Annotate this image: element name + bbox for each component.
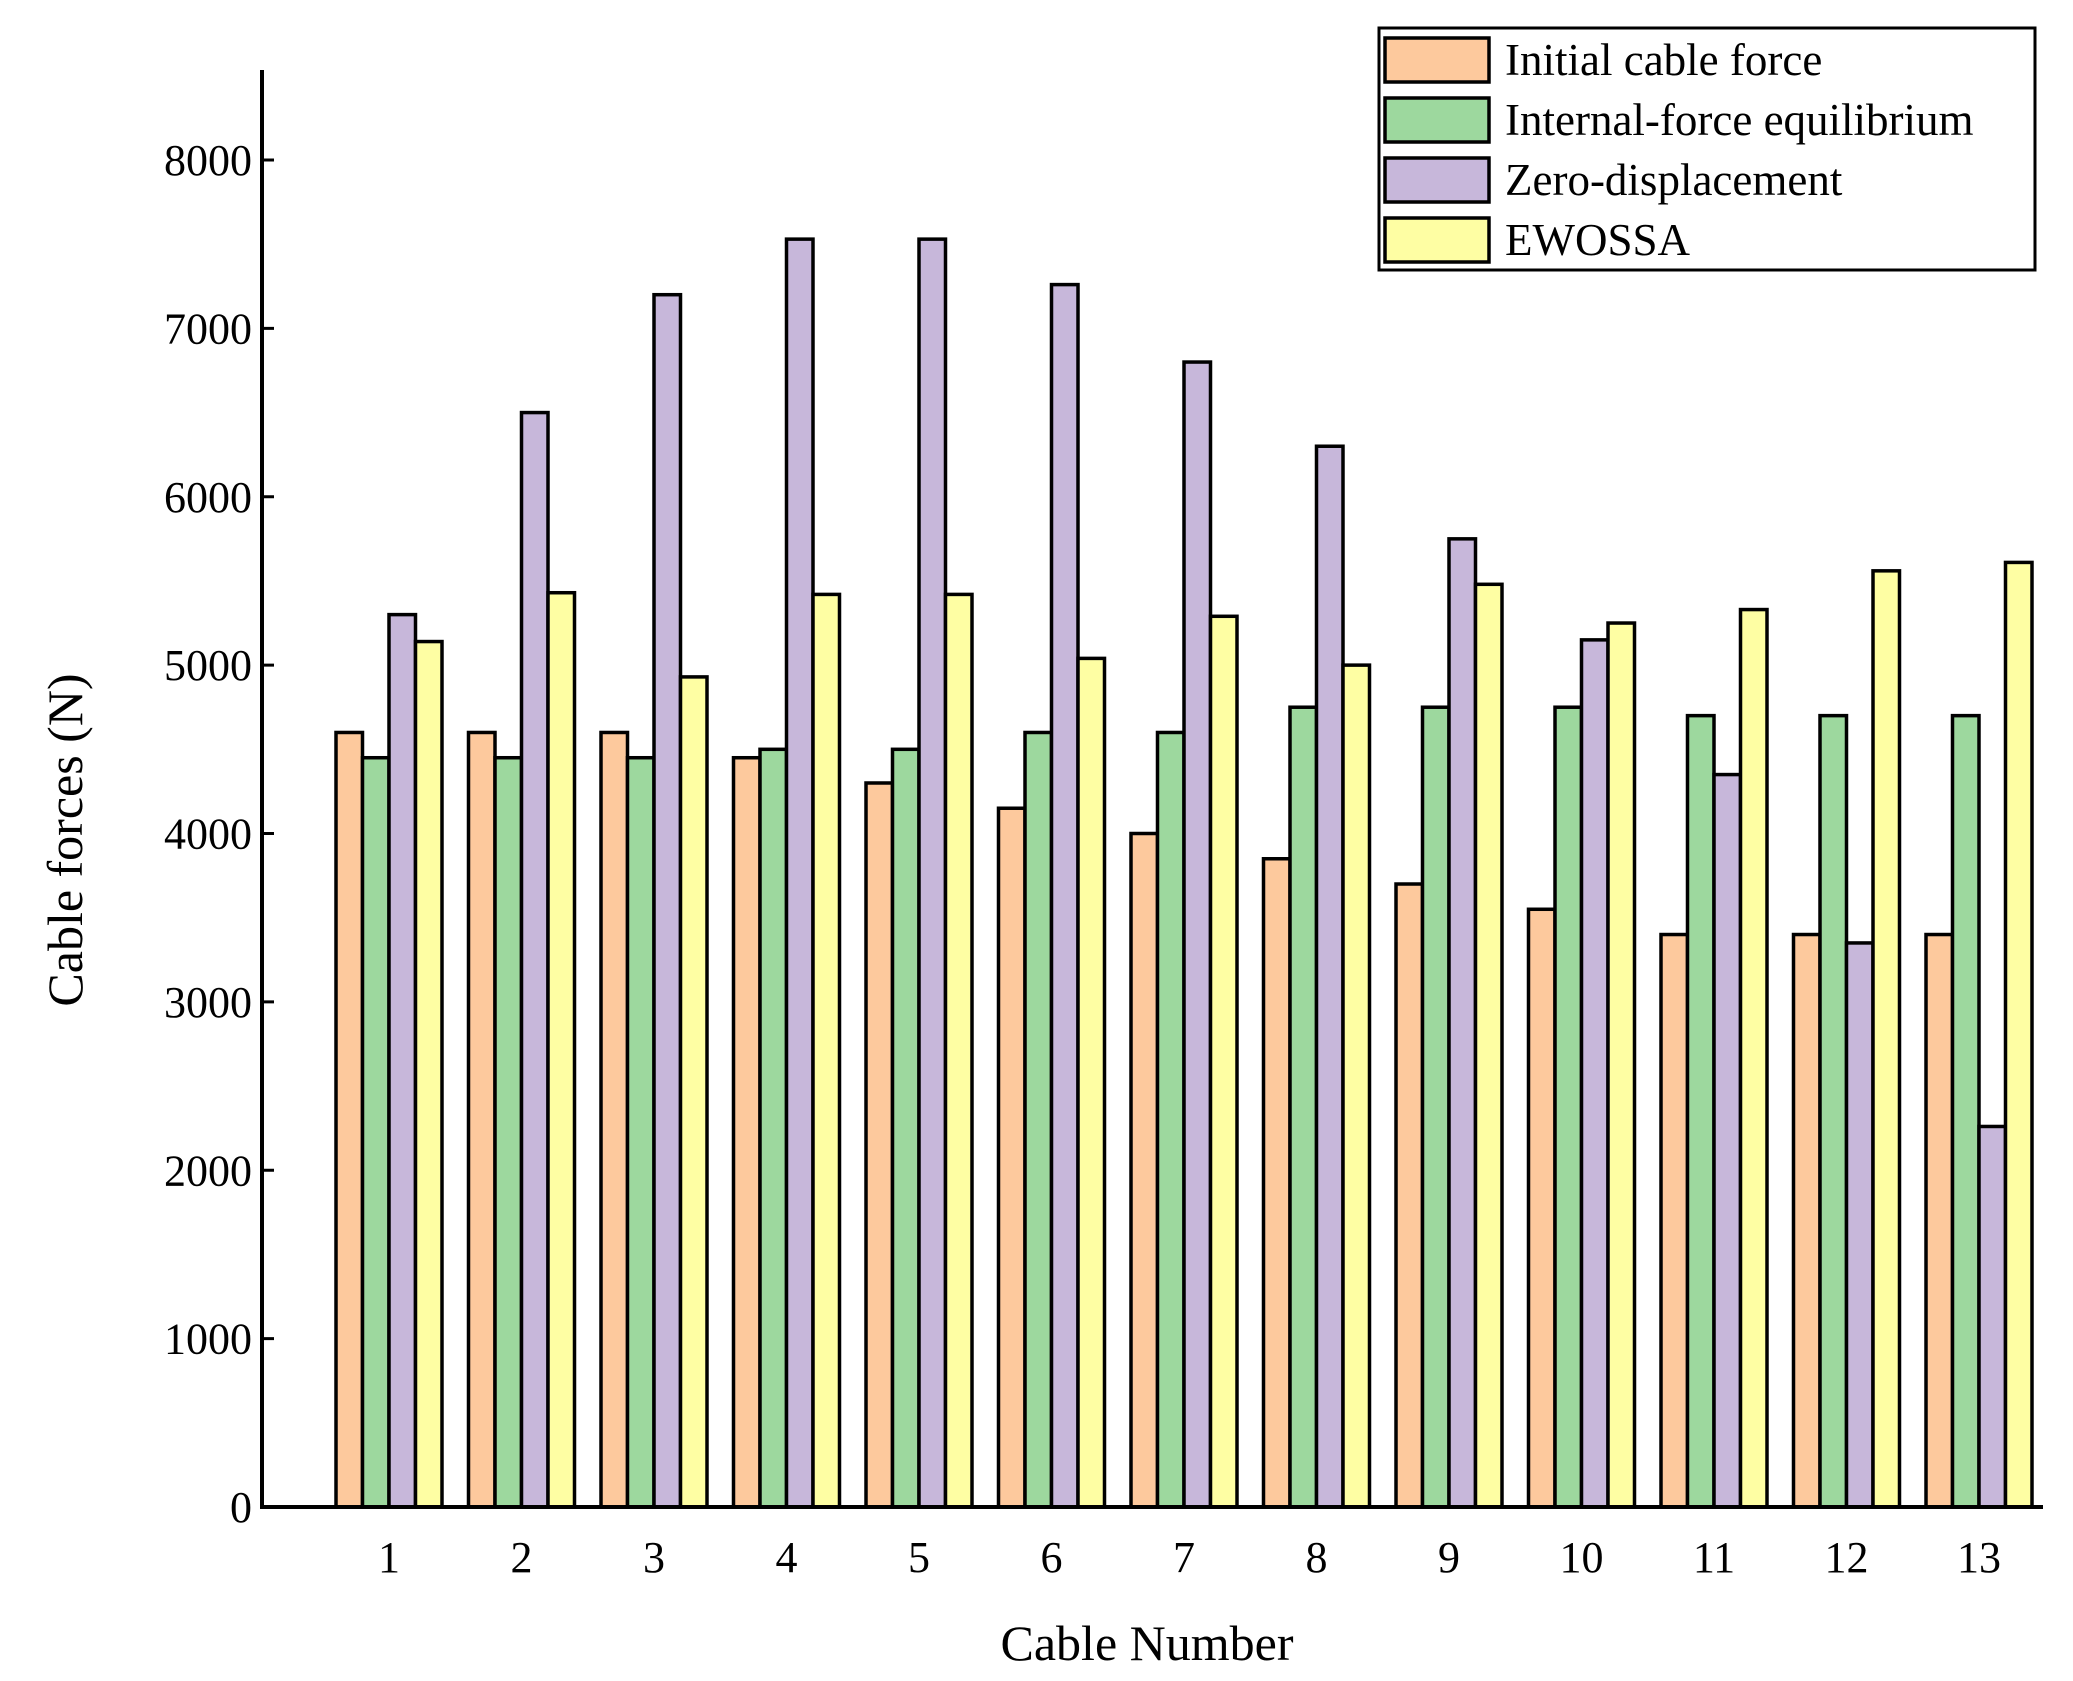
bar-internal-force-equilibrium-cable-10 xyxy=(1553,705,1584,1509)
bar-ewossa-cable-5 xyxy=(943,592,974,1509)
bar-internal-force-equilibrium-cable-5 xyxy=(890,747,921,1509)
bar-initial-cable-force-cable-1 xyxy=(334,730,365,1509)
legend-swatch xyxy=(1383,216,1491,264)
bar-initial-cable-force-cable-7 xyxy=(1129,831,1160,1509)
x-tick-label: 12 xyxy=(1825,1533,1869,1582)
bar-initial-cable-force-cable-4 xyxy=(731,755,762,1509)
bar-zero-displacement-cable-3 xyxy=(652,292,683,1509)
bar-internal-force-equilibrium-cable-9 xyxy=(1420,705,1451,1509)
legend-swatch xyxy=(1383,96,1491,144)
bar-initial-cable-force-cable-13 xyxy=(1924,932,1955,1509)
bar-ewossa-cable-12 xyxy=(1871,569,1902,1509)
legend-swatch xyxy=(1383,36,1491,84)
x-tick-label: 6 xyxy=(1041,1533,1063,1582)
bar-ewossa-cable-10 xyxy=(1606,621,1637,1509)
x-tick-label: 13 xyxy=(1957,1533,2001,1582)
x-ticks: 1 2 3 4 5 6 7 8 9 10 11 12 13 xyxy=(378,1495,2001,1582)
y-tick-label: 7000 xyxy=(164,304,252,353)
x-tick-label: 3 xyxy=(643,1533,665,1582)
y-tick-label: 8000 xyxy=(164,136,252,185)
bar-internal-force-equilibrium-cable-6 xyxy=(1023,730,1054,1509)
axes-group xyxy=(260,70,2043,1509)
bar-zero-displacement-cable-10 xyxy=(1579,638,1610,1509)
y-tick-label: 3000 xyxy=(164,978,252,1027)
bar-internal-force-equilibrium-cable-2 xyxy=(493,755,524,1509)
y-axis-title: Cable forces (N) xyxy=(37,673,93,1006)
x-tick-label: 2 xyxy=(511,1533,533,1582)
y-tick-label: 4000 xyxy=(164,810,252,859)
bar-ewossa-cable-7 xyxy=(1208,614,1239,1509)
bar-internal-force-equilibrium-cable-4 xyxy=(758,747,789,1509)
bars-group xyxy=(334,237,2034,1509)
bar-zero-displacement-cable-11 xyxy=(1712,772,1743,1509)
x-tick-label: 9 xyxy=(1438,1533,1460,1582)
bar-zero-displacement-cable-8 xyxy=(1314,444,1345,1509)
bar-internal-force-equilibrium-cable-11 xyxy=(1685,713,1716,1509)
bar-ewossa-cable-3 xyxy=(678,675,709,1509)
y-tick-label: 6000 xyxy=(164,473,252,522)
x-tick-label: 7 xyxy=(1173,1533,1195,1582)
bar-ewossa-cable-4 xyxy=(811,592,842,1509)
x-tick-label: 5 xyxy=(908,1533,930,1582)
bar-zero-displacement-cable-2 xyxy=(519,410,550,1509)
x-tick-label: 8 xyxy=(1306,1533,1328,1582)
bar-ewossa-cable-2 xyxy=(546,590,577,1509)
bar-zero-displacement-cable-13 xyxy=(1977,1124,2008,1509)
y-tick-label: 2000 xyxy=(164,1146,252,1195)
bar-internal-force-equilibrium-cable-7 xyxy=(1155,730,1186,1509)
bar-initial-cable-force-cable-10 xyxy=(1526,907,1557,1509)
bar-zero-displacement-cable-1 xyxy=(387,612,418,1509)
legend-label: Initial cable force xyxy=(1505,35,1822,85)
bar-initial-cable-force-cable-6 xyxy=(996,806,1027,1509)
bar-ewossa-cable-1 xyxy=(413,639,444,1509)
bar-ewossa-cable-9 xyxy=(1473,582,1504,1509)
legend-label: Zero-displacement xyxy=(1505,155,1843,205)
bar-zero-displacement-cable-4 xyxy=(784,237,815,1509)
x-tick-label: 11 xyxy=(1693,1533,1735,1582)
x-tick-label: 1 xyxy=(378,1533,400,1582)
x-axis-title: Cable Number xyxy=(1001,1615,1294,1671)
y-tick-label: 1000 xyxy=(164,1315,252,1364)
bar-initial-cable-force-cable-9 xyxy=(1394,882,1425,1509)
y-tick-label: 5000 xyxy=(164,641,252,690)
legend-label: EWOSSA xyxy=(1505,215,1691,265)
bar-zero-displacement-cable-6 xyxy=(1049,282,1080,1509)
y-ticks: 0 1000 2000 3000 4000 5000 6000 7000 8000 xyxy=(164,136,274,1532)
y-tick-label: 0 xyxy=(230,1483,252,1532)
bar-zero-displacement-cable-7 xyxy=(1182,360,1213,1509)
bar-ewossa-cable-6 xyxy=(1076,656,1107,1509)
bar-ewossa-cable-8 xyxy=(1341,663,1372,1509)
legend-swatch xyxy=(1383,156,1491,204)
bar-ewossa-cable-13 xyxy=(2003,560,2034,1509)
bar-initial-cable-force-cable-5 xyxy=(864,781,895,1509)
bar-initial-cable-force-cable-2 xyxy=(466,730,497,1509)
bar-internal-force-equilibrium-cable-12 xyxy=(1818,713,1849,1509)
bar-internal-force-equilibrium-cable-3 xyxy=(625,755,656,1509)
bar-ewossa-cable-11 xyxy=(1738,607,1769,1509)
bar-initial-cable-force-cable-11 xyxy=(1659,932,1690,1509)
bar-zero-displacement-cable-9 xyxy=(1447,537,1478,1509)
bar-initial-cable-force-cable-12 xyxy=(1791,932,1822,1509)
bar-initial-cable-force-cable-8 xyxy=(1261,857,1292,1509)
x-tick-label: 4 xyxy=(776,1533,798,1582)
bar-initial-cable-force-cable-3 xyxy=(599,730,630,1509)
x-tick-label: 10 xyxy=(1560,1533,1604,1582)
legend: Initial cable force Internal-force equili… xyxy=(1377,26,2037,272)
bar-internal-force-equilibrium-cable-8 xyxy=(1288,705,1319,1509)
bar-internal-force-equilibrium-cable-13 xyxy=(1950,713,1981,1509)
legend-label: Internal-force equilibrium xyxy=(1505,95,1974,145)
bar-zero-displacement-cable-5 xyxy=(917,237,948,1509)
bar-zero-displacement-cable-12 xyxy=(1844,941,1875,1509)
bar-internal-force-equilibrium-cable-1 xyxy=(360,755,391,1509)
